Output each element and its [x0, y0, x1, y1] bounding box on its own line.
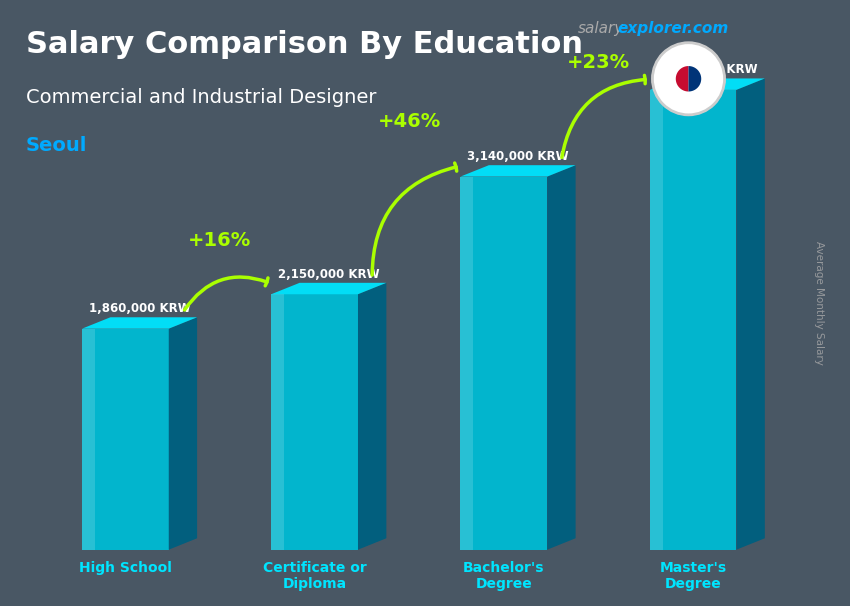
Text: Commercial and Industrial Designer: Commercial and Industrial Designer — [26, 88, 376, 107]
Polygon shape — [649, 78, 765, 90]
Text: 3,870,000 KRW: 3,870,000 KRW — [656, 64, 758, 76]
Circle shape — [653, 42, 724, 115]
Text: +16%: +16% — [189, 231, 252, 250]
Text: Seoul: Seoul — [26, 136, 87, 155]
Polygon shape — [688, 66, 701, 92]
Polygon shape — [676, 66, 688, 92]
FancyBboxPatch shape — [461, 176, 473, 550]
Polygon shape — [358, 283, 387, 550]
Polygon shape — [169, 318, 197, 550]
Text: salary: salary — [578, 21, 624, 36]
Polygon shape — [461, 165, 575, 176]
Polygon shape — [736, 78, 765, 550]
FancyBboxPatch shape — [461, 176, 547, 550]
FancyBboxPatch shape — [82, 328, 95, 550]
FancyBboxPatch shape — [271, 295, 284, 550]
Text: 2,150,000 KRW: 2,150,000 KRW — [278, 268, 380, 281]
Text: 1,860,000 KRW: 1,860,000 KRW — [88, 302, 190, 315]
Polygon shape — [547, 165, 575, 550]
Polygon shape — [82, 318, 197, 328]
Text: +46%: +46% — [377, 113, 441, 132]
Text: +23%: +23% — [567, 53, 630, 72]
FancyBboxPatch shape — [271, 295, 358, 550]
Text: Average Monthly Salary: Average Monthly Salary — [814, 241, 824, 365]
FancyBboxPatch shape — [82, 328, 169, 550]
Text: 3,140,000 KRW: 3,140,000 KRW — [468, 150, 569, 163]
Text: Salary Comparison By Education: Salary Comparison By Education — [26, 30, 582, 59]
Text: explorer.com: explorer.com — [617, 21, 728, 36]
Polygon shape — [271, 283, 387, 295]
FancyBboxPatch shape — [649, 90, 663, 550]
FancyBboxPatch shape — [649, 90, 736, 550]
